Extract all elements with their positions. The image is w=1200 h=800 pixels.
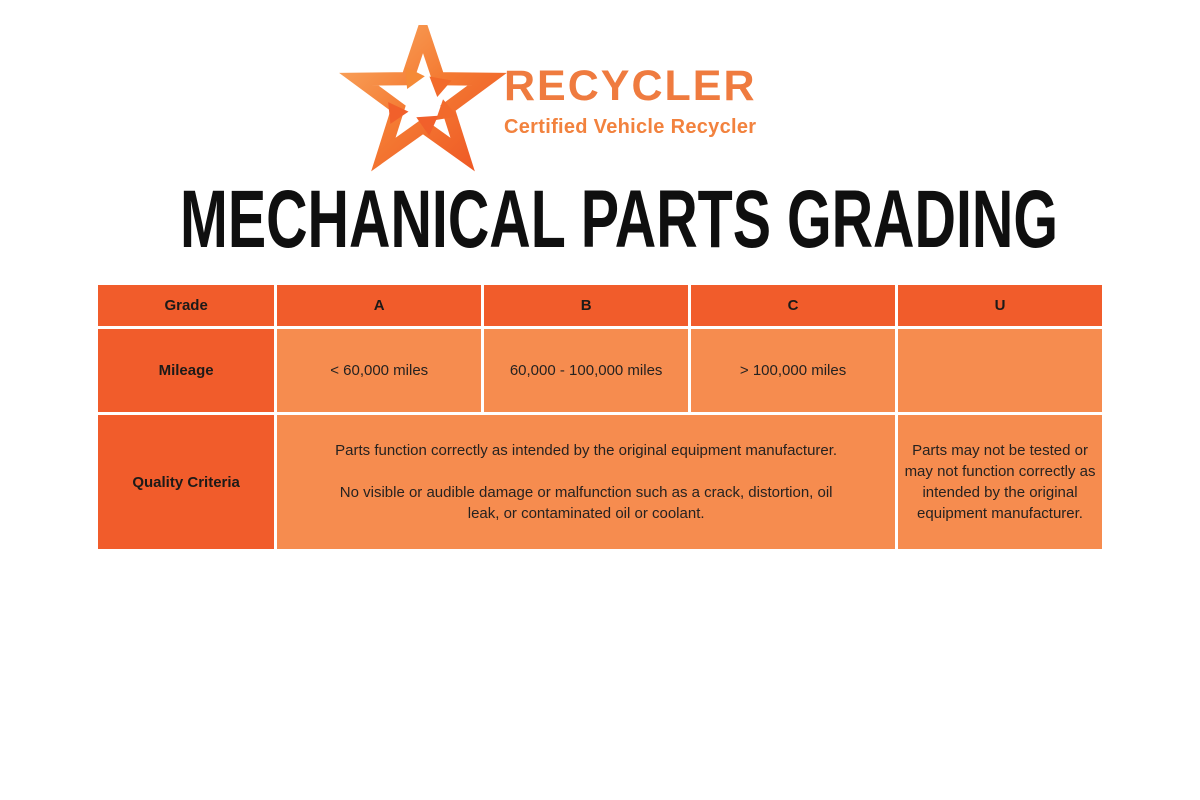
quality-criteria-abc-line1: Parts function correctly as intended by … <box>335 442 838 459</box>
page-title: MECHANICAL PARTS GRADING <box>180 174 1059 265</box>
mileage-grade-c: > 100,000 miles <box>688 326 899 415</box>
header-grade-u: U <box>895 282 1105 329</box>
logo-text: RECYCLER Certified Vehicle Recycler <box>504 62 757 138</box>
brand-tagline: Certified Vehicle Recycler <box>504 116 757 138</box>
header-grade-c: C <box>688 282 899 329</box>
header-grade: Grade <box>94 282 278 329</box>
mileage-label: Mileage <box>94 326 278 415</box>
header-grade-b: B <box>481 282 692 329</box>
quality-criteria-abc-line2: No visible or audible damage or malfunct… <box>339 484 833 522</box>
quality-criteria-label: Quality Criteria <box>94 412 278 552</box>
mileage-grade-a: < 60,000 miles <box>274 326 485 415</box>
brand-logo: RECYCLER Certified Vehicle Recycler <box>336 0 757 175</box>
brand-name: RECYCLER <box>504 62 757 110</box>
recycling-arrows-star-icon <box>339 25 507 172</box>
mileage-grade-u <box>895 326 1105 415</box>
quality-criteria-u: Parts may not be tested or may not funct… <box>895 412 1105 552</box>
mileage-row: Mileage < 60,000 miles 60,000 - 100,000 … <box>94 326 1105 415</box>
grading-table: Grade A B C U Mileage < 60,000 miles 60,… <box>94 282 1105 552</box>
mileage-grade-b: 60,000 - 100,000 miles <box>481 326 692 415</box>
quality-criteria-abc: Parts function correctly as intended by … <box>274 412 899 552</box>
quality-criteria-row: Quality Criteria Parts function correctl… <box>94 412 1105 552</box>
header-grade-a: A <box>274 282 485 329</box>
table-header-row: Grade A B C U <box>94 282 1105 329</box>
